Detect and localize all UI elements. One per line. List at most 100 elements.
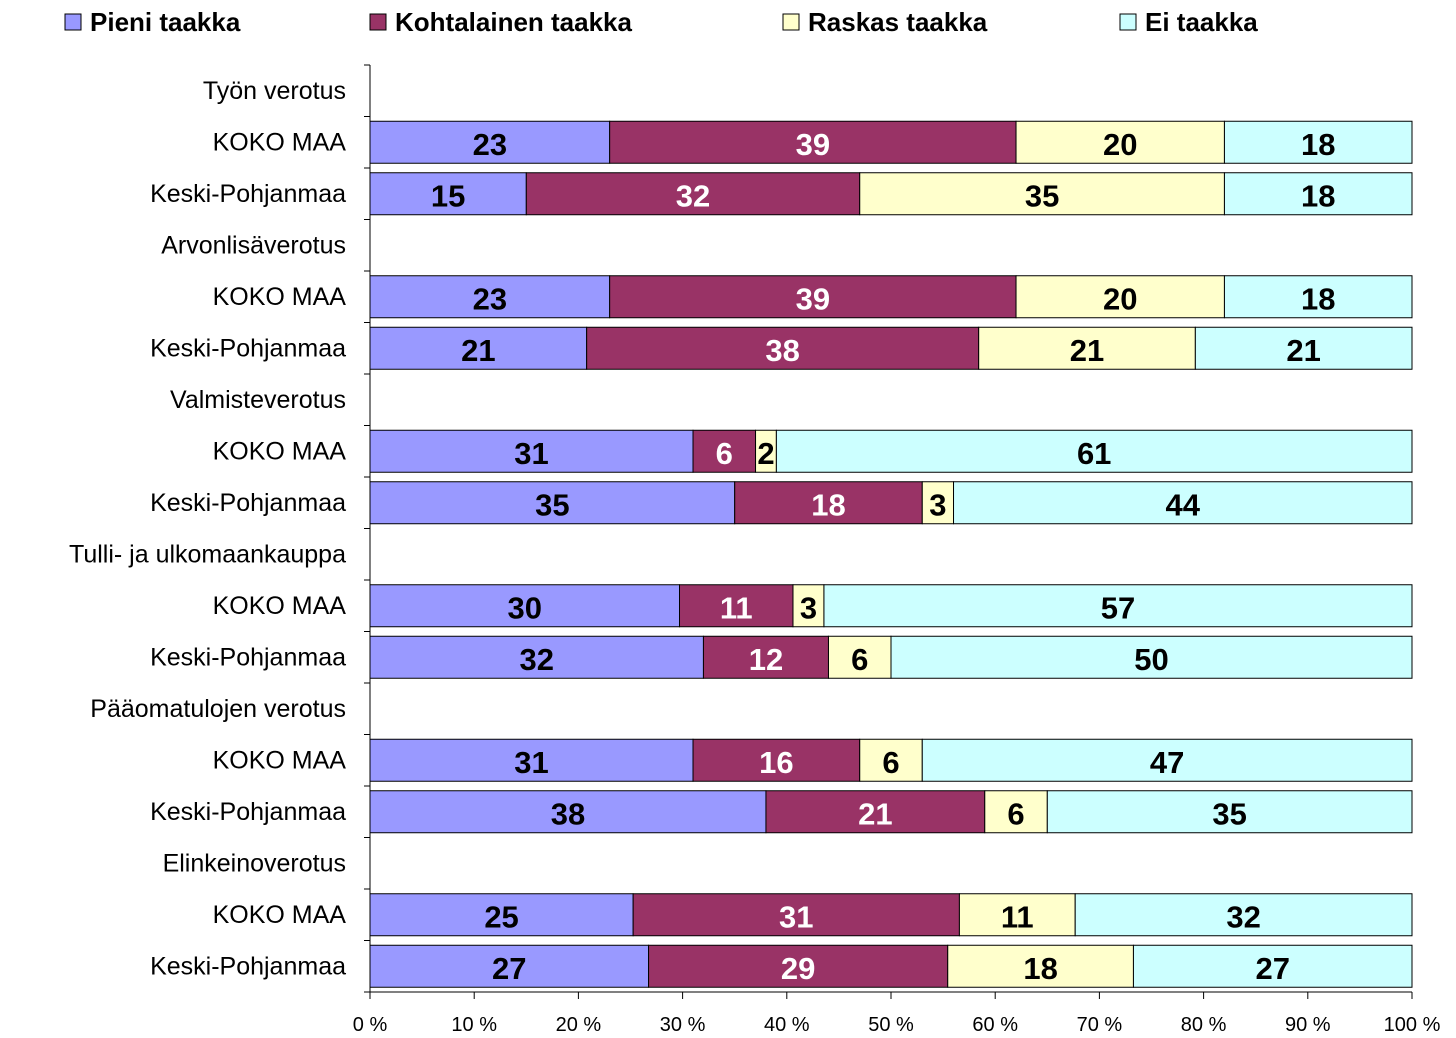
bar-segment: [1132, 944, 1413, 988]
category-label: KOKO MAA: [213, 283, 347, 311]
category-label: KOKO MAA: [213, 128, 347, 156]
data-label: 25: [484, 899, 518, 934]
data-label: 44: [1166, 487, 1201, 522]
bar-segment: [978, 326, 1196, 370]
data-label: 21: [858, 796, 892, 831]
x-tick-label: 80 %: [1181, 1014, 1227, 1036]
bar-segment: [1015, 275, 1225, 319]
category-label: Pääomatulojen verotus: [90, 695, 346, 723]
legend-swatch: [1119, 13, 1137, 31]
data-label: 11: [720, 590, 753, 625]
data-label: 16: [759, 745, 793, 780]
legend-label: Kohtalainen taakka: [395, 7, 633, 37]
data-label: 21: [1286, 333, 1320, 368]
bar-segment: [734, 481, 923, 525]
data-label: 61: [1077, 436, 1111, 471]
bar-segment: [775, 429, 1413, 473]
bar-segment: [953, 481, 1413, 525]
data-label: 30: [508, 590, 542, 625]
data-label: 35: [1212, 796, 1246, 831]
bar-segment: [369, 944, 650, 988]
category-label: Keski-Pohjanmaa: [150, 798, 346, 826]
bar-segment: [1074, 893, 1413, 937]
legend-swatch: [782, 13, 800, 31]
category-label: KOKO MAA: [213, 901, 347, 929]
data-label: 35: [1025, 178, 1059, 213]
data-label: 3: [929, 487, 946, 522]
legend-swatch: [369, 13, 387, 31]
data-label: 57: [1101, 590, 1135, 625]
x-tick-label: 60 %: [972, 1014, 1018, 1036]
bar-segment: [859, 738, 923, 782]
category-label: Keski-Pohjanmaa: [150, 489, 346, 517]
data-label: 15: [431, 178, 465, 213]
bar-segment: [369, 120, 611, 164]
x-tick-label: 70 %: [1077, 1014, 1123, 1036]
bar-segment: [679, 584, 794, 628]
bar-segment: [369, 326, 588, 370]
category-label: KOKO MAA: [213, 437, 347, 465]
bar-segment: [369, 584, 681, 628]
x-tick-label: 40 %: [764, 1014, 810, 1036]
bar-segment: [525, 172, 861, 216]
x-tick-label: 100 %: [1384, 1014, 1441, 1036]
bar-segment: [586, 326, 980, 370]
data-label: 32: [1226, 899, 1260, 934]
data-label: 50: [1134, 642, 1168, 677]
bar-segment: [369, 738, 694, 782]
data-label: 18: [1023, 951, 1057, 986]
bar-segment: [947, 944, 1134, 988]
data-label: 23: [473, 127, 507, 162]
category-label: Työn verotus: [203, 77, 346, 105]
data-label: 11: [1001, 899, 1034, 934]
x-tick-label: 10 %: [451, 1014, 497, 1036]
category-label: KOKO MAA: [213, 592, 347, 620]
data-label: 38: [765, 333, 799, 368]
bar-segment: [692, 429, 757, 473]
bar-segment: [369, 172, 527, 216]
legend-label: Pieni taakka: [90, 7, 241, 37]
legend-label: Ei taakka: [1145, 7, 1258, 37]
data-label: 18: [1301, 127, 1335, 162]
category-label: Keski-Pohjanmaa: [150, 180, 346, 208]
bar-segment: [1046, 790, 1413, 834]
data-label: 18: [1301, 281, 1335, 316]
bar-segment: [609, 275, 1017, 319]
x-tick-label: 20 %: [556, 1014, 602, 1036]
data-label: 3: [800, 590, 817, 625]
data-label: 38: [551, 796, 585, 831]
data-label: 6: [716, 436, 733, 471]
bar-segment: [609, 120, 1017, 164]
category-label: Keski-Pohjanmaa: [150, 334, 346, 362]
bar-segment: [921, 738, 1413, 782]
bar-segment: [1223, 172, 1413, 216]
bar-segment: [1194, 326, 1413, 370]
data-label: 39: [796, 281, 830, 316]
bar-segment: [890, 635, 1413, 679]
bar-segment: [369, 275, 611, 319]
x-tick-label: 30 %: [660, 1014, 706, 1036]
data-label: 39: [796, 127, 830, 162]
legend-label: Raskas taakka: [808, 7, 988, 37]
bar-segment: [1223, 120, 1413, 164]
data-label: 20: [1103, 127, 1137, 162]
bar-segment: [792, 584, 825, 628]
x-tick-label: 0 %: [353, 1014, 388, 1036]
category-label: KOKO MAA: [213, 746, 347, 774]
data-label: 2: [757, 436, 774, 471]
category-label: Elinkeinoverotus: [163, 849, 346, 877]
bar-segment: [369, 635, 704, 679]
data-label: 20: [1103, 281, 1137, 316]
data-label: 18: [811, 487, 845, 522]
bar-segment: [692, 738, 861, 782]
x-tick-label: 50 %: [868, 1014, 914, 1036]
data-label: 47: [1150, 745, 1184, 780]
data-label: 6: [1007, 796, 1024, 831]
bar-segment: [827, 635, 892, 679]
data-label: 21: [461, 333, 495, 368]
data-label: 6: [851, 642, 868, 677]
category-label: Arvonlisäverotus: [161, 231, 346, 259]
data-label: 27: [492, 951, 526, 986]
data-label: 18: [1301, 178, 1335, 213]
data-label: 21: [1070, 333, 1104, 368]
